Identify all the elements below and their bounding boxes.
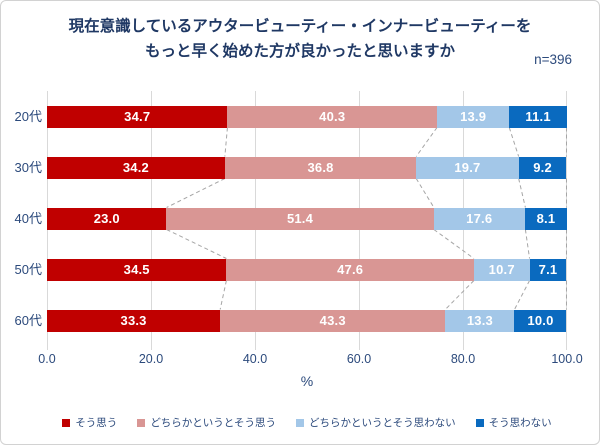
chart-title-line2: もっと早く始めた方が良かったと思いますか bbox=[144, 43, 455, 60]
bar-segment-4-0: 33.3 bbox=[47, 309, 221, 332]
bar-segment-2-1: 51.4 bbox=[166, 207, 434, 230]
bar-value-label: 10.0 bbox=[527, 313, 554, 328]
legend-label-1: どちらかというとそう思う bbox=[150, 417, 276, 429]
bar-value-label: 8.1 bbox=[536, 211, 556, 226]
bar-value-label: 36.8 bbox=[307, 160, 334, 175]
bar-segment-3-0: 34.5 bbox=[47, 258, 227, 281]
segment-connector-0-2 bbox=[508, 127, 520, 157]
segment-connector-2-1 bbox=[433, 229, 475, 259]
bar-value-label: 13.3 bbox=[466, 313, 493, 328]
plot-area: 34.7 40.3 13.9 11.1 34.2 36.8 19.7 9.2 23.0 51.4 1… bbox=[47, 91, 567, 350]
legend-item-3: そう思わない bbox=[475, 415, 552, 430]
legend-swatch-icon-0 bbox=[62, 418, 71, 427]
x-axis-title: % bbox=[300, 373, 314, 389]
bar-segment-2-3: 8.1 bbox=[524, 207, 567, 230]
bar-row-1: 34.2 36.8 19.7 9.2 bbox=[47, 156, 567, 179]
x-tick-label-4: 80.0 bbox=[450, 352, 476, 366]
bar-value-label: 43.3 bbox=[319, 313, 346, 328]
category-label-0: 20代 bbox=[14, 108, 42, 124]
segment-connector-2-0 bbox=[166, 229, 227, 259]
category-label-3: 50代 bbox=[14, 261, 42, 277]
segment-connector-1-2 bbox=[518, 178, 526, 208]
segment-connector-0-1 bbox=[415, 127, 438, 157]
bar-segment-1-0: 34.2 bbox=[47, 156, 225, 179]
bar-value-label: 13.9 bbox=[460, 109, 487, 124]
bar-segment-0-1: 40.3 bbox=[227, 105, 437, 128]
bar-row-0: 34.7 40.3 13.9 11.1 bbox=[47, 105, 567, 128]
segment-connector-1-0 bbox=[166, 178, 226, 208]
segment-connector-2-2 bbox=[524, 229, 531, 259]
segment-connector-3-0 bbox=[219, 280, 227, 310]
x-tick-label-2: 40.0 bbox=[242, 352, 268, 366]
bar-segment-2-2: 17.6 bbox=[433, 207, 525, 230]
bar-value-label: 34.2 bbox=[122, 160, 149, 175]
bar-segment-4-2: 13.3 bbox=[445, 309, 515, 332]
bar-row-3: 34.5 47.6 10.7 7.1 bbox=[47, 258, 567, 281]
bar-row-4: 33.3 43.3 13.3 10.0 bbox=[47, 309, 567, 332]
bar-value-label: 23.0 bbox=[93, 211, 120, 226]
bar-value-label: 34.7 bbox=[124, 109, 151, 124]
segment-connector-1-1 bbox=[415, 178, 435, 208]
legend-label-0: そう思う bbox=[75, 417, 118, 429]
x-tick-label-3: 60.0 bbox=[346, 352, 372, 366]
bar-segment-0-0: 34.7 bbox=[47, 105, 228, 128]
chart-title-line1: 現在意識しているアウタービューティー・インナービューティーを bbox=[68, 18, 532, 35]
legend-item-2: どちらかというとそう思わない bbox=[296, 415, 456, 430]
bar-segment-2-0: 23.0 bbox=[47, 207, 167, 230]
x-tick-label-1: 20.0 bbox=[138, 352, 164, 366]
category-label-4: 60代 bbox=[14, 312, 42, 328]
category-label-2: 40代 bbox=[14, 210, 42, 226]
legend-item-0: そう思う bbox=[62, 415, 117, 430]
bar-segment-3-2: 10.7 bbox=[473, 258, 530, 281]
legend-item-1: どちらかというとそう思う bbox=[137, 415, 276, 430]
bar-segment-3-1: 47.6 bbox=[226, 258, 474, 281]
segment-connector-0-0 bbox=[224, 127, 228, 157]
bar-segment-0-3: 11.1 bbox=[509, 105, 567, 128]
bar-row-2: 23.0 51.4 17.6 8.1 bbox=[47, 207, 567, 230]
bar-value-label: 10.7 bbox=[488, 262, 515, 277]
legend-swatch-icon-2 bbox=[296, 418, 304, 427]
legend-swatch-icon-3 bbox=[475, 418, 484, 427]
sample-size-label: n=396 bbox=[534, 52, 572, 67]
bar-value-label: 33.3 bbox=[120, 313, 147, 328]
segment-connector-3-1 bbox=[444, 280, 475, 310]
bar-value-label: 40.3 bbox=[319, 109, 346, 124]
bar-segment-1-2: 19.7 bbox=[416, 156, 519, 179]
bar-value-label: 19.7 bbox=[454, 160, 481, 175]
legend: そう思う どちらかというとそう思う どちらかというとそう思わない そう思わない bbox=[31, 415, 583, 430]
legend-label-2: どちらかというとそう思わない bbox=[309, 417, 456, 429]
bar-value-label: 11.1 bbox=[525, 109, 551, 124]
chart-title: 現在意識しているアウタービューティー・インナービューティーを もっと早く始めた方… bbox=[1, 14, 599, 64]
x-tick-label-5: 100.0 bbox=[551, 352, 583, 366]
bar-segment-4-3: 10.0 bbox=[514, 309, 567, 332]
legend-label-3: そう思わない bbox=[488, 417, 552, 429]
segment-connector-3-2 bbox=[514, 280, 531, 310]
bar-segment-4-1: 43.3 bbox=[220, 309, 446, 332]
bar-value-label: 9.2 bbox=[533, 160, 552, 175]
bar-segment-1-3: 9.2 bbox=[518, 156, 567, 179]
legend-swatch-icon-1 bbox=[137, 418, 146, 427]
bar-segment-3-3: 7.1 bbox=[529, 258, 567, 281]
bar-segment-0-2: 13.9 bbox=[436, 105, 510, 128]
bar-value-label: 17.6 bbox=[466, 211, 493, 226]
bar-value-label: 34.5 bbox=[123, 262, 150, 277]
category-label-1: 30代 bbox=[14, 159, 42, 175]
bar-segment-1-1: 36.8 bbox=[224, 156, 417, 179]
bar-value-label: 7.1 bbox=[538, 262, 558, 277]
x-tick-label-0: 0.0 bbox=[38, 352, 56, 366]
bar-value-label: 47.6 bbox=[337, 262, 364, 277]
bar-value-label: 51.4 bbox=[286, 211, 314, 226]
